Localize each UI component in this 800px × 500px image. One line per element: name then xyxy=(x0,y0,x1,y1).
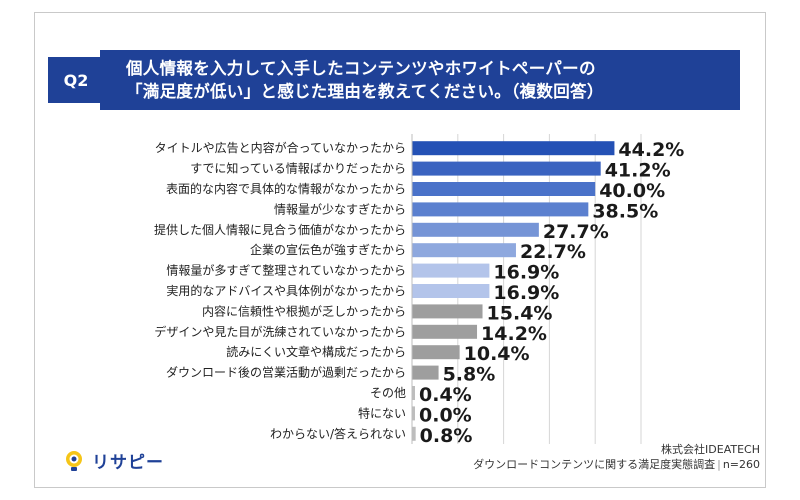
question-badge: Q2 xyxy=(48,57,104,103)
category-label: わからない/答えられない xyxy=(270,426,406,441)
category-label: 内容に信頼性や根拠が乏しかったから xyxy=(202,303,406,318)
category-label: 企業の宣伝色が強すぎたから xyxy=(250,242,406,257)
source-sample-size: n=260 xyxy=(722,458,760,471)
bar xyxy=(412,202,589,217)
bar-row: わからない/答えられない 0.8% xyxy=(270,425,472,447)
bar-row: 提供した個人情報に見合う価値がなかったから 27.7% xyxy=(154,221,609,243)
bar xyxy=(412,141,615,156)
category-label: ダウンロード後の営業活動が過剰だったから xyxy=(166,365,406,380)
value-label: 41.2% xyxy=(605,160,671,182)
category-label: 特にない xyxy=(358,405,406,420)
bar-row: 読みにくい文章や構成だったから 10.4% xyxy=(226,343,529,365)
category-label: 表面的な内容で具体的な情報がなかったから xyxy=(166,181,406,196)
value-label: 5.8% xyxy=(443,364,496,386)
category-label: 情報量が少なすぎたから xyxy=(274,201,406,216)
bar xyxy=(412,386,415,400)
bar-row: 内容に信頼性や根拠が乏しかったから 15.4% xyxy=(202,302,552,324)
value-label: 16.9% xyxy=(493,282,559,304)
category-label: 情報量が多すぎて整理されていなかったから xyxy=(166,263,406,278)
value-label: 27.7% xyxy=(543,221,609,243)
category-label: 実用的なアドバイスや具体例がなかったから xyxy=(166,283,406,298)
bar xyxy=(412,304,483,319)
bar xyxy=(412,243,516,258)
bar-row: 企業の宣伝色が強すぎたから 22.7% xyxy=(250,241,586,263)
lightbulb-icon xyxy=(66,450,82,471)
bar-row: 情報量が多すぎて整理されていなかったから 16.9% xyxy=(166,262,559,284)
category-label: すでに知っている情報ばかりだったから xyxy=(190,162,406,176)
value-label: 44.2% xyxy=(618,139,684,161)
value-label: 40.0% xyxy=(599,180,665,202)
bar-row: タイトルや広告と内容が合っていなかったから 44.2% xyxy=(155,139,685,161)
bar xyxy=(412,345,460,360)
question-title-line-2: 「満足度が低い」と感じた理由を教えてください。（複数回答） xyxy=(126,82,604,101)
bar xyxy=(412,426,416,441)
bar-row: すでに知っている情報ばかりだったから 41.2% xyxy=(190,160,670,182)
question-title-line-1: 個人情報を入力して入手したコンテンツやホワイトペーパーの xyxy=(126,59,596,78)
bar-row: その他 0.4% xyxy=(370,384,472,406)
value-label: 15.4% xyxy=(487,302,553,324)
category-label: 提供した個人情報に見合う価値がなかったから xyxy=(154,222,406,237)
brand-logo: リサピー xyxy=(62,448,164,473)
value-label: 16.9% xyxy=(493,262,559,284)
bar xyxy=(412,182,596,196)
value-label: 38.5% xyxy=(592,200,658,222)
bar-row: 実用的なアドバイスや具体例がなかったから 16.9% xyxy=(166,282,559,304)
logo-text: リサピー xyxy=(92,453,164,473)
category-label: 読みにくい文章や構成だったから xyxy=(226,344,406,359)
bar-row: 情報量が少なすぎたから 38.5% xyxy=(274,200,658,222)
bar-row: デザインや見た目が洗練されていなかったから 14.2% xyxy=(154,323,547,345)
bar xyxy=(412,324,478,339)
source-survey: ダウンロードコンテンツに関する満足度実態調査 xyxy=(473,458,716,471)
value-label: 0.8% xyxy=(420,425,473,447)
bar-row: 特にない 0.0% xyxy=(358,404,472,426)
bar-row: 表面的な内容で具体的な情報がなかったから 40.0% xyxy=(166,180,665,202)
source-survey-line: ダウンロードコンテンツに関する満足度実態調査 | n=260 xyxy=(473,458,760,471)
category-label: デザインや見た目が洗練されていなかったから xyxy=(154,324,406,339)
bar xyxy=(412,263,490,278)
category-label: その他 xyxy=(370,386,406,400)
question-title-box: 個人情報を入力して入手したコンテンツやホワイトペーパーの 「満足度が低い」と感じ… xyxy=(100,50,740,110)
value-label: 22.7% xyxy=(520,241,586,263)
source-note: 株式会社IDEATECH ダウンロードコンテンツに関する満足度実態調査 | n=26… xyxy=(473,442,760,472)
bar xyxy=(412,406,415,421)
value-label: 10.4% xyxy=(464,343,530,365)
bar xyxy=(412,284,490,298)
bar xyxy=(412,161,601,176)
bar xyxy=(412,365,439,380)
category-label: タイトルや広告と内容が合っていなかったから xyxy=(155,140,406,155)
value-label: 0.4% xyxy=(419,384,472,406)
bar xyxy=(412,222,539,237)
value-label: 14.2% xyxy=(481,323,547,345)
value-label: 0.0% xyxy=(419,404,472,426)
source-company: 株式会社IDEATECH xyxy=(661,443,760,456)
bar-row: ダウンロード後の営業活動が過剰だったから 5.8% xyxy=(166,364,495,386)
